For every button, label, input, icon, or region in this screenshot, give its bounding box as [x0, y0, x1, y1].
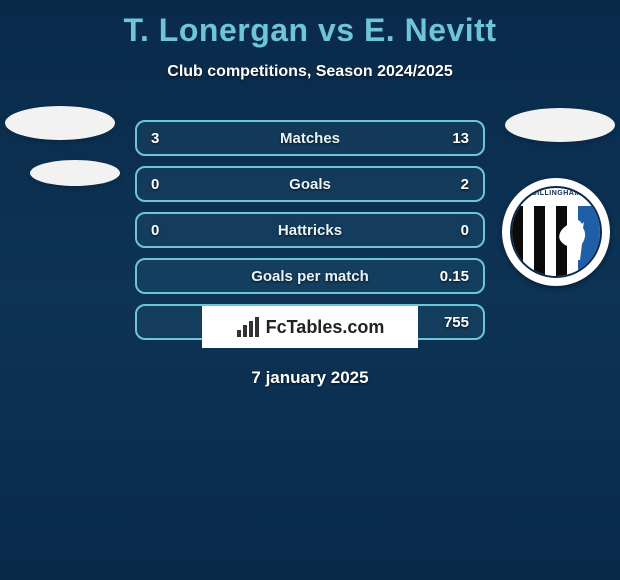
- brand-text: FcTables.com: [266, 317, 385, 338]
- stat-right-value: 2: [427, 176, 469, 193]
- stat-label: Matches: [193, 130, 427, 147]
- stat-row: 3 Matches 13: [135, 120, 485, 156]
- stat-right-value: 0.15: [427, 268, 469, 285]
- stat-label: Goals per match: [193, 268, 427, 285]
- stat-row: Goals per match 0.15: [135, 258, 485, 294]
- stat-row: 0 Goals 2: [135, 166, 485, 202]
- subtitle: Club competitions, Season 2024/2025: [0, 63, 620, 81]
- stat-right-value: 13: [427, 130, 469, 147]
- stat-label: Hattricks: [193, 222, 427, 239]
- page-title: T. Lonergan vs E. Nevitt: [0, 0, 620, 49]
- stat-right-value: 0: [427, 222, 469, 239]
- stat-right-value: 755: [427, 314, 469, 331]
- stat-label: Goals: [193, 176, 427, 193]
- comparison-card: T. Lonergan vs E. Nevitt Club competitio…: [0, 0, 620, 580]
- date-text: 7 january 2025: [0, 368, 620, 388]
- stat-row: 0 Hattricks 0: [135, 212, 485, 248]
- bars-icon: [236, 316, 260, 338]
- stat-left-value: 0: [151, 222, 193, 239]
- stat-left-value: 3: [151, 130, 193, 147]
- brand-box: FcTables.com: [202, 306, 418, 348]
- stat-left-value: 0: [151, 176, 193, 193]
